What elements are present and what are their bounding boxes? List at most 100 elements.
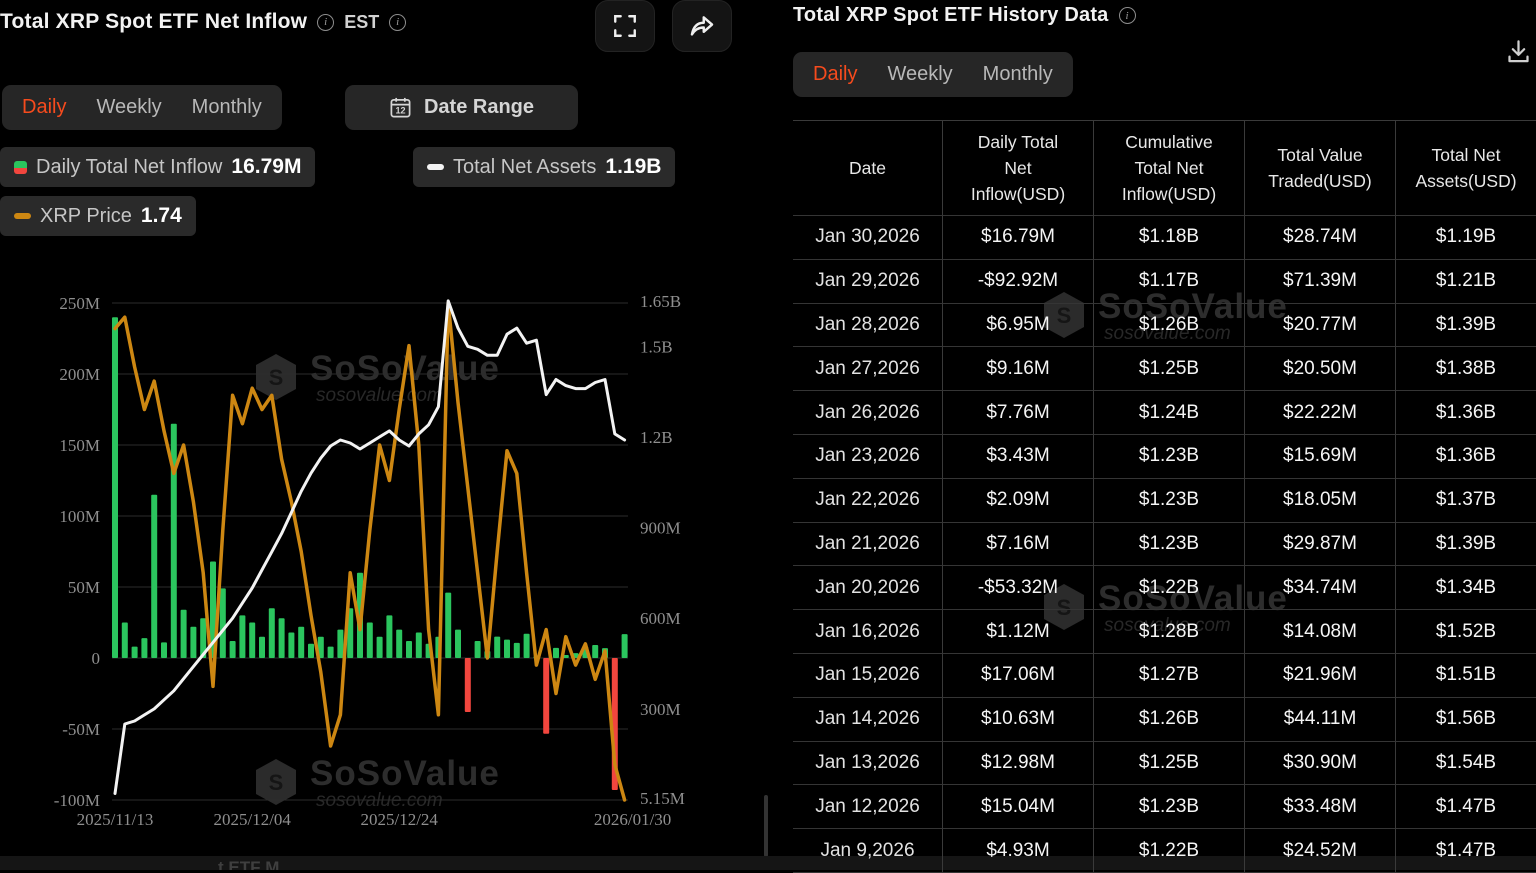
cumulative-cell: $1.25B xyxy=(1094,741,1245,786)
tab-weekly[interactable]: Weekly xyxy=(887,63,953,85)
left-axis-tick: 0 xyxy=(92,649,101,668)
column-header-1: Daily Total Net Inflow(USD) xyxy=(943,121,1094,216)
inflow-bar xyxy=(386,615,393,658)
right-axis-tick: 600M xyxy=(640,609,681,628)
date-cell: Jan 21,2026 xyxy=(793,522,943,567)
cumulative-cell: $1.25B xyxy=(1094,347,1245,392)
date-cell: Jan 28,2026 xyxy=(793,303,943,348)
inflow-bar xyxy=(523,633,530,658)
cumulative-cell: $1.23B xyxy=(1094,785,1245,830)
assets-cell: $1.39B xyxy=(1396,304,1536,348)
inflow-bar xyxy=(366,622,373,658)
traded-cell: $33.48M xyxy=(1245,785,1396,830)
inflow-cell: $16.79M xyxy=(943,216,1094,260)
table-row: Jan 9,2026 $4.93M $1.22B $24.52M $1.47B xyxy=(793,829,1536,873)
inflow-bar xyxy=(200,618,207,658)
inflow-bar xyxy=(347,608,354,658)
assets-cell: $1.47B xyxy=(1396,785,1536,830)
assets-cell: $1.19B xyxy=(1396,216,1536,260)
inflow-bar xyxy=(494,636,501,658)
table-row: Jan 28,2026 $6.95M $1.26B $20.77M $1.39B xyxy=(793,303,1536,348)
assets-cell: $1.39B xyxy=(1396,523,1536,567)
date-range-button[interactable]: 12 Date Range xyxy=(345,85,578,130)
traded-cell: $24.52M xyxy=(1245,829,1396,873)
legend-xrp-price[interactable]: XRP Price 1.74 xyxy=(0,196,196,236)
assets-cell: $1.37B xyxy=(1396,479,1536,523)
table-row: Jan 26,2026 $7.76M $1.24B $22.22M $1.36B xyxy=(793,391,1536,435)
tab-monthly[interactable]: Monthly xyxy=(191,96,262,118)
inflow-bar xyxy=(151,494,158,658)
share-button[interactable] xyxy=(672,0,732,52)
inflow-bar xyxy=(219,588,226,658)
x-axis-tick: 2025/11/13 xyxy=(77,810,154,829)
svg-text:12: 12 xyxy=(395,106,405,116)
fullscreen-button[interactable] xyxy=(595,0,655,52)
inflow-bar xyxy=(161,642,167,658)
left-axis-tick: 200M xyxy=(59,365,100,384)
total-net-assets-line xyxy=(113,299,627,795)
table-period-tabs: Daily Weekly Monthly xyxy=(793,52,1073,97)
x-axis-tick: 2025/12/04 xyxy=(213,810,291,829)
cumulative-cell: $1.23B xyxy=(1094,434,1245,479)
inflow-bar xyxy=(543,658,550,734)
date-cell: Jan 15,2026 xyxy=(793,653,943,698)
traded-cell: $18.05M xyxy=(1245,478,1396,523)
inflow-cell: $17.06M xyxy=(943,653,1094,698)
right-axis-tick: 1.2B xyxy=(640,428,673,447)
inflow-bar-legend-icon xyxy=(14,160,27,174)
left-axis-tick: -50M xyxy=(62,720,100,739)
right-axis-tick: 5.15M xyxy=(640,789,685,808)
price-line-legend-icon xyxy=(14,213,31,219)
scrollbar-thumb[interactable] xyxy=(764,795,768,857)
legend-daily-net-inflow[interactable]: Daily Total Net Inflow 16.79M xyxy=(0,147,316,187)
cumulative-cell: $1.27B xyxy=(1094,653,1245,698)
table-row: Jan 15,2026 $17.06M $1.27B $21.96M $1.51B xyxy=(793,653,1536,698)
traded-cell: $22.22M xyxy=(1245,391,1396,435)
left-axis-tick: 50M xyxy=(68,578,100,597)
inflow-bar xyxy=(474,640,481,658)
table-row: Jan 30,2026 $16.79M $1.18B $28.74M $1.19B xyxy=(793,216,1536,260)
inflow-bar xyxy=(141,638,148,658)
inflow-bar xyxy=(288,632,295,658)
date-cell: Jan 13,2026 xyxy=(793,741,943,786)
assets-cell: $1.36B xyxy=(1396,391,1536,435)
tab-monthly[interactable]: Monthly xyxy=(982,63,1053,85)
inflow-bar xyxy=(259,636,265,658)
inflow-cell: -$53.32M xyxy=(943,566,1094,611)
traded-cell: $44.11M xyxy=(1245,697,1396,742)
cumulative-cell: $1.26B xyxy=(1094,697,1245,742)
table-row: Jan 23,2026 $3.43M $1.23B $15.69M $1.36B xyxy=(793,434,1536,479)
inflow-bar xyxy=(278,618,285,658)
inflow-bar xyxy=(249,622,256,658)
inflow-bar xyxy=(327,646,334,658)
tab-daily[interactable]: Daily xyxy=(813,63,858,85)
inflow-bar xyxy=(131,646,138,658)
cumulative-cell: $1.18B xyxy=(1094,216,1245,260)
assets-cell: $1.36B xyxy=(1396,435,1536,479)
inflow-cell: -$92.92M xyxy=(943,259,1094,304)
timezone-info-icon[interactable]: i xyxy=(389,13,407,31)
traded-cell: $71.39M xyxy=(1245,259,1396,304)
traded-cell: $34.74M xyxy=(1245,566,1396,611)
download-button[interactable] xyxy=(1505,38,1532,70)
history-info-icon[interactable]: i xyxy=(1118,7,1136,24)
netflow-combo-chart[interactable]: 250M 200M 150M 100M 50M 0 -50M -100M 1.65B 1.5B 1.… xyxy=(0,280,772,855)
calendar-icon: 12 xyxy=(390,97,411,118)
inflow-bar xyxy=(190,626,197,658)
inflow-cell: $10.63M xyxy=(943,697,1094,742)
column-header-3: Total Value Traded(USD) xyxy=(1245,121,1396,216)
tab-weekly[interactable]: Weekly xyxy=(96,96,162,118)
column-header-4: Total Net Assets(USD) xyxy=(1396,121,1536,216)
right-panel-header: Total XRP Spot ETF History Data i xyxy=(793,4,1136,27)
inflow-bar xyxy=(376,636,383,658)
column-header-0: Date xyxy=(793,121,943,216)
traded-cell: $28.74M xyxy=(1245,216,1396,260)
date-cell: Jan 26,2026 xyxy=(793,391,943,435)
history-title: Total XRP Spot ETF History Data xyxy=(793,4,1109,26)
tab-daily[interactable]: Daily xyxy=(22,96,67,118)
inflow-bar xyxy=(317,636,324,658)
traded-cell: $14.08M xyxy=(1245,610,1396,654)
table-row: Jan 12,2026 $15.04M $1.23B $33.48M $1.47B xyxy=(793,785,1536,830)
info-icon[interactable]: i xyxy=(317,13,335,31)
legend-total-net-assets[interactable]: Total Net Assets 1.19B xyxy=(413,147,676,187)
